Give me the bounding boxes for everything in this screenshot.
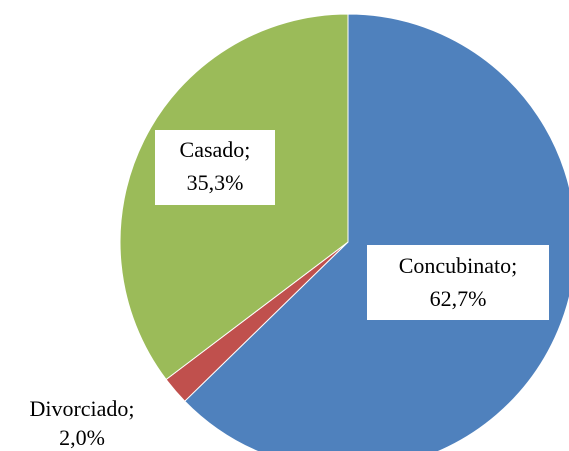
label-box — [367, 245, 549, 320]
label-box — [155, 130, 275, 205]
category-label: Casado; — [180, 137, 251, 162]
category-label: Concubinato; — [399, 253, 518, 278]
value-label: 62,7% — [430, 286, 487, 311]
value-label: 35,3% — [187, 170, 244, 195]
pie-slice — [184, 13, 569, 451]
category-label: Divorciado; — [29, 396, 134, 421]
value-label: 2,0% — [59, 425, 105, 450]
